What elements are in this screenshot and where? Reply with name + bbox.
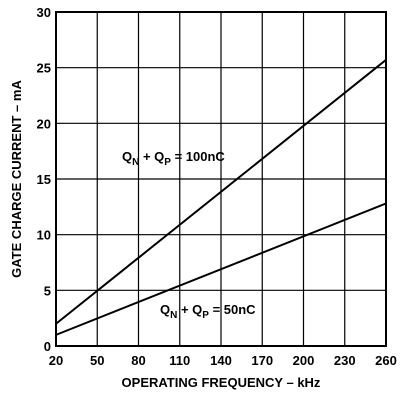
x-tick-labels: 20 50 80 110 140 170 200 230 260 xyxy=(49,353,397,368)
y-tick-label: 25 xyxy=(37,61,51,76)
x-tick-label: 230 xyxy=(334,353,356,368)
x-tick-label: 200 xyxy=(293,353,315,368)
x-tick-label: 260 xyxy=(375,353,397,368)
series-line-0 xyxy=(55,59,387,325)
y-tick-label: 15 xyxy=(37,172,51,187)
plot-frame xyxy=(55,11,387,347)
series-line-1 xyxy=(55,202,387,336)
y-tick-label: 5 xyxy=(44,283,51,298)
x-tick-label: 50 xyxy=(90,353,104,368)
x-tick-label: 140 xyxy=(210,353,232,368)
y-tick-label: 30 xyxy=(37,5,51,20)
series-label-50nc: QN + QP = 50nC xyxy=(160,302,256,321)
y-tick-label: 20 xyxy=(37,116,51,131)
series-lines xyxy=(55,59,387,336)
x-tick-label: 80 xyxy=(131,353,145,368)
y-tick-labels: 0 5 10 15 20 25 30 xyxy=(37,5,51,354)
x-axis-title: OPERATING FREQUENCY – kHz xyxy=(122,375,321,390)
y-axis-title: GATE CHARGE CURRENT – mA xyxy=(9,80,24,278)
series-label-100nc: QN + QP = 100nC xyxy=(122,149,225,168)
x-tick-label: 110 xyxy=(169,353,190,368)
y-tick-label: 10 xyxy=(37,228,51,243)
grid xyxy=(55,11,387,347)
y-tick-label: 0 xyxy=(44,339,51,354)
x-tick-label: 20 xyxy=(49,353,63,368)
x-tick-label: 170 xyxy=(251,353,273,368)
